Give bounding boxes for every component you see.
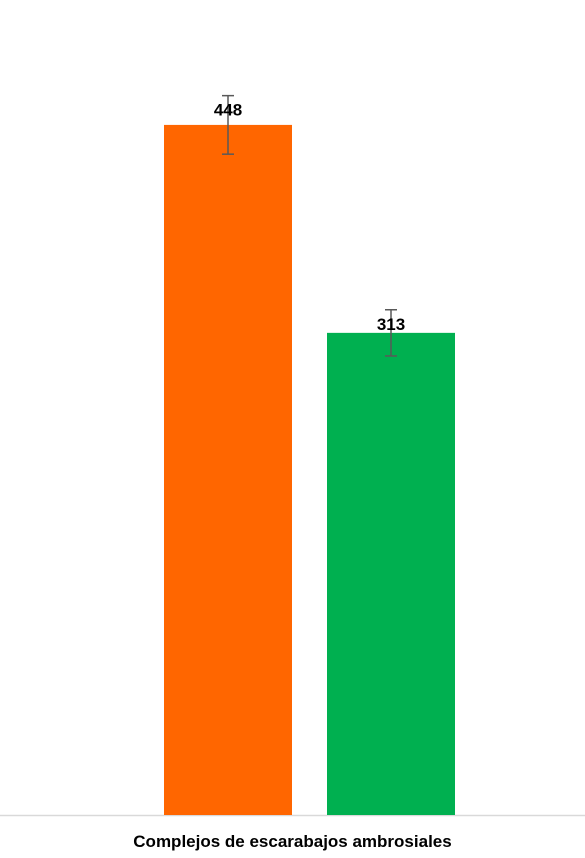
bar-1	[164, 124, 292, 815]
error-bar-2	[385, 309, 397, 357]
bar-2	[327, 332, 455, 815]
error-bar-1	[222, 94, 234, 155]
data-label-1: 448	[214, 101, 242, 120]
x-axis-label: Complejos de escarabajos ambrosiales	[133, 832, 452, 851]
data-label-2: 313	[377, 315, 405, 334]
